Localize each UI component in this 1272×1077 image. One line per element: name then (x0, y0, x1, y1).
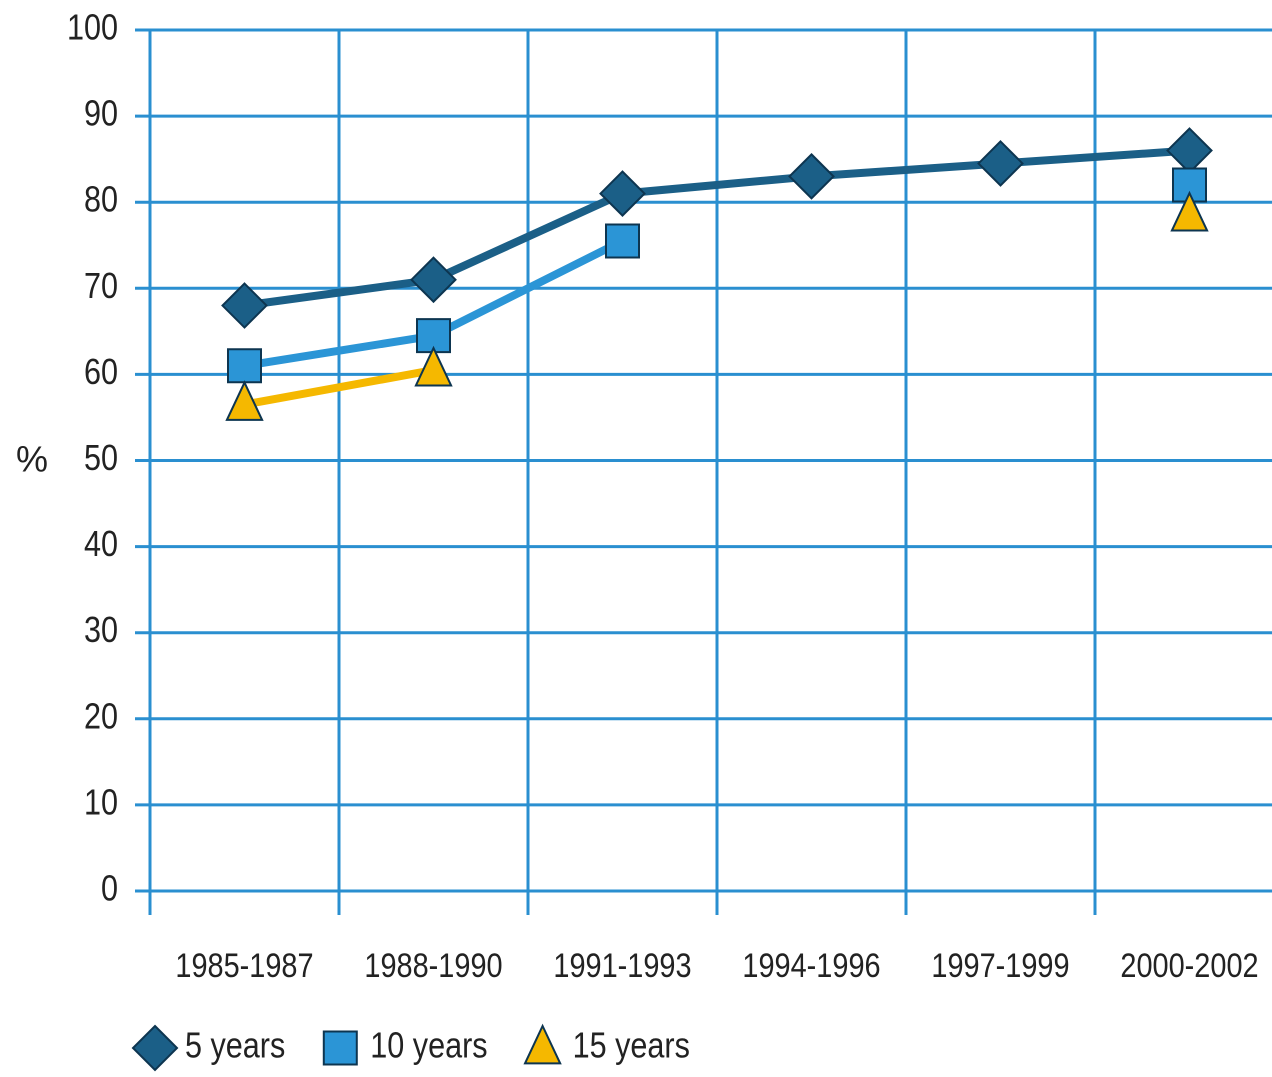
y-tick-label: 10 (84, 783, 118, 823)
data-point (1166, 127, 1213, 174)
series-line (243, 366, 435, 409)
legend-label: 5 years (185, 1026, 285, 1066)
data-point (221, 282, 268, 329)
legend-label: 15 years (573, 1026, 690, 1066)
data-point (599, 170, 646, 218)
y-tick-label: 80 (84, 180, 118, 220)
data-point (416, 318, 451, 354)
data-point (225, 380, 264, 421)
y-tick-label: 0 (101, 869, 118, 909)
y-tick-label: 60 (84, 353, 118, 393)
y-tick-label: 40 (84, 525, 118, 565)
data-point (977, 140, 1024, 187)
data-point (414, 345, 453, 387)
legend-marker (322, 1030, 358, 1066)
legend-marker (131, 1024, 179, 1072)
legend-label: 10 years (370, 1026, 487, 1066)
x-tick-label: 1988-1990 (364, 946, 502, 985)
y-tick-label: 70 (84, 267, 118, 307)
y-axis-label: % (16, 439, 48, 480)
x-tick-label: 1997-1999 (931, 946, 1069, 985)
x-tick-label: 1985-1987 (175, 946, 313, 985)
data-point (788, 152, 835, 200)
data-point (1172, 167, 1207, 203)
y-tick-label: 50 (84, 439, 118, 479)
legend-marker (523, 1023, 562, 1065)
y-tick-label: 90 (84, 94, 118, 134)
x-tick-label: 1991-1993 (553, 946, 691, 985)
data-point (1170, 190, 1209, 232)
y-tick-label: 20 (84, 697, 118, 737)
data-point (605, 223, 640, 259)
series-line (243, 146, 1190, 310)
y-tick-label: 100 (67, 8, 118, 48)
data-point (410, 256, 457, 304)
x-tick-label: 2000-2002 (1120, 946, 1258, 985)
y-tick-label: 30 (84, 611, 118, 651)
data-point (227, 348, 262, 384)
x-tick-label: 1994-1996 (742, 946, 880, 985)
